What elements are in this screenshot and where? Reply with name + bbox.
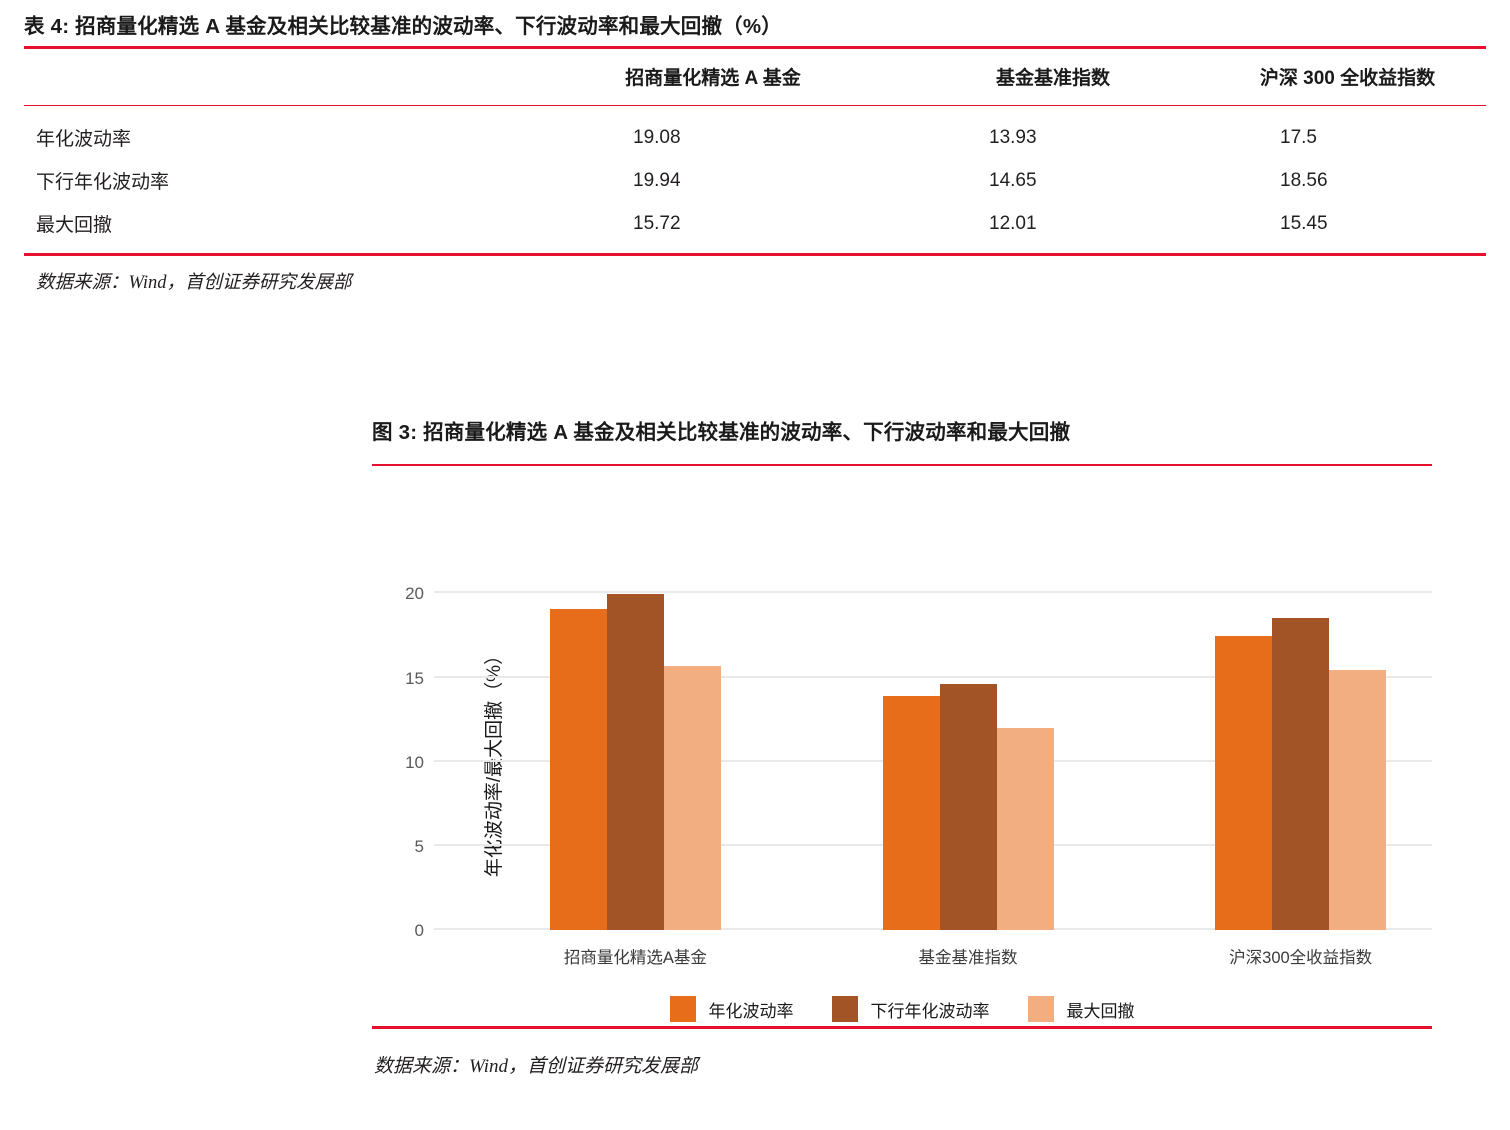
table-header-rule <box>24 104 1486 107</box>
cell-fund: 19.94 <box>633 169 681 191</box>
table-source-note: 数据来源：Wind，首创证券研究发展部 <box>36 272 352 293</box>
table-top-rule <box>24 46 1486 49</box>
y-axis-tick-label: 20 <box>405 584 424 604</box>
cell-csi300: 17.5 <box>1280 126 1317 148</box>
cell-csi300: 18.56 <box>1280 169 1328 191</box>
x-axis-label: 基金基准指数 <box>918 949 1018 968</box>
table-row: 年化波动率 19.08 13.93 17.5 <box>24 116 1486 159</box>
table-row: 最大回撤 15.72 12.01 15.45 <box>24 202 1486 245</box>
table-row: 下行年化波动率 19.94 14.65 18.56 <box>24 159 1486 202</box>
cell-fund: 15.72 <box>633 212 681 234</box>
legend-item[interactable]: 最大回撤 <box>1027 996 1135 1023</box>
legend-swatch-icon <box>669 996 696 1023</box>
column-header-fund: 招商量化精选 A 基金 <box>625 68 801 90</box>
row-label: 年化波动率 <box>36 129 132 151</box>
y-axis-tick-label: 5 <box>414 837 424 857</box>
figure-source-note: 数据来源：Wind，首创证券研究发展部 <box>374 1055 699 1077</box>
figure-top-rule <box>372 464 1432 467</box>
y-axis-tick-label: 10 <box>405 752 424 772</box>
figure-3-block: 图 3: 招商量化精选 A 基金及相关比较基准的波动率、下行波动率和最大回撤 年… <box>372 418 1432 1078</box>
column-header-csi300: 沪深 300 全收益指数 <box>1259 68 1436 90</box>
table-header-row: 招商量化精选 A 基金 基金基准指数 沪深 300 全收益指数 <box>24 49 1486 105</box>
legend-label: 年化波动率 <box>708 1001 794 1021</box>
bar-沪深300全收益指数-年化波动率 <box>1215 635 1273 931</box>
column-header-benchmark: 基金基准指数 <box>995 68 1110 90</box>
bar-基金基准指数-最大回撤 <box>996 728 1054 931</box>
table-bottom-rule <box>24 253 1486 256</box>
legend-swatch-icon <box>831 996 858 1023</box>
figure-caption: 图 3: 招商量化精选 A 基金及相关比较基准的波动率、下行波动率和最大回撤 <box>372 421 1071 444</box>
volatility-table: 招商量化精选 A 基金 基金基准指数 沪深 300 全收益指数 <box>24 49 1486 105</box>
gridline <box>434 675 1432 678</box>
bar-招商量化精选A基金-最大回撤 <box>663 665 721 931</box>
bar-招商量化精选A基金-年化波动率 <box>549 608 607 931</box>
bar-基金基准指数-年化波动率 <box>882 695 940 931</box>
y-axis-tick-label: 15 <box>405 668 424 688</box>
y-axis-tick-label: 0 <box>414 921 424 941</box>
bar-沪深300全收益指数-下行年化波动率 <box>1272 617 1330 931</box>
x-axis-label: 招商量化精选A基金 <box>563 949 707 968</box>
gridline <box>434 591 1432 594</box>
x-axis-label: 沪深300全收益指数 <box>1229 949 1373 968</box>
cell-benchmark: 13.93 <box>989 126 1037 148</box>
cell-csi300: 15.45 <box>1280 212 1328 234</box>
chart-legend: 年化波动率 下行年化波动率 最大回撤 <box>372 996 1432 1023</box>
cell-benchmark: 12.01 <box>989 212 1037 234</box>
bar-基金基准指数-下行年化波动率 <box>939 683 997 931</box>
table-4-block: 表 4: 招商量化精选 A 基金及相关比较基准的波动率、下行波动率和最大回撤（%… <box>24 12 1486 294</box>
bar-沪深300全收益指数-最大回撤 <box>1329 670 1387 931</box>
legend-item[interactable]: 年化波动率 <box>669 996 794 1023</box>
legend-label: 最大回撤 <box>1066 1001 1135 1021</box>
legend-item[interactable]: 下行年化波动率 <box>831 996 990 1023</box>
row-label: 下行年化波动率 <box>36 172 170 194</box>
volatility-table-body: 年化波动率 19.08 13.93 17.5 下行年化波动率 19.94 14.… <box>24 116 1486 245</box>
cell-benchmark: 14.65 <box>989 169 1037 191</box>
row-label: 最大回撤 <box>36 215 113 237</box>
legend-swatch-icon <box>1027 996 1054 1023</box>
bar-招商量化精选A基金-下行年化波动率 <box>606 594 664 931</box>
column-header-blank <box>24 49 529 105</box>
legend-label: 下行年化波动率 <box>870 1001 990 1021</box>
plot-area: 0 5 10 15 20 <box>405 584 1432 940</box>
figure-bottom-rule <box>372 1026 1432 1029</box>
cell-fund: 19.08 <box>633 126 681 148</box>
grouped-bar-chart: 年化波动率/最大回撤（%） 0 5 10 15 20 招商量化精选A基金 基金基准指数 沪深… <box>372 466 1432 1026</box>
table-caption: 表 4: 招商量化精选 A 基金及相关比较基准的波动率、下行波动率和最大回撤（%… <box>24 15 782 38</box>
